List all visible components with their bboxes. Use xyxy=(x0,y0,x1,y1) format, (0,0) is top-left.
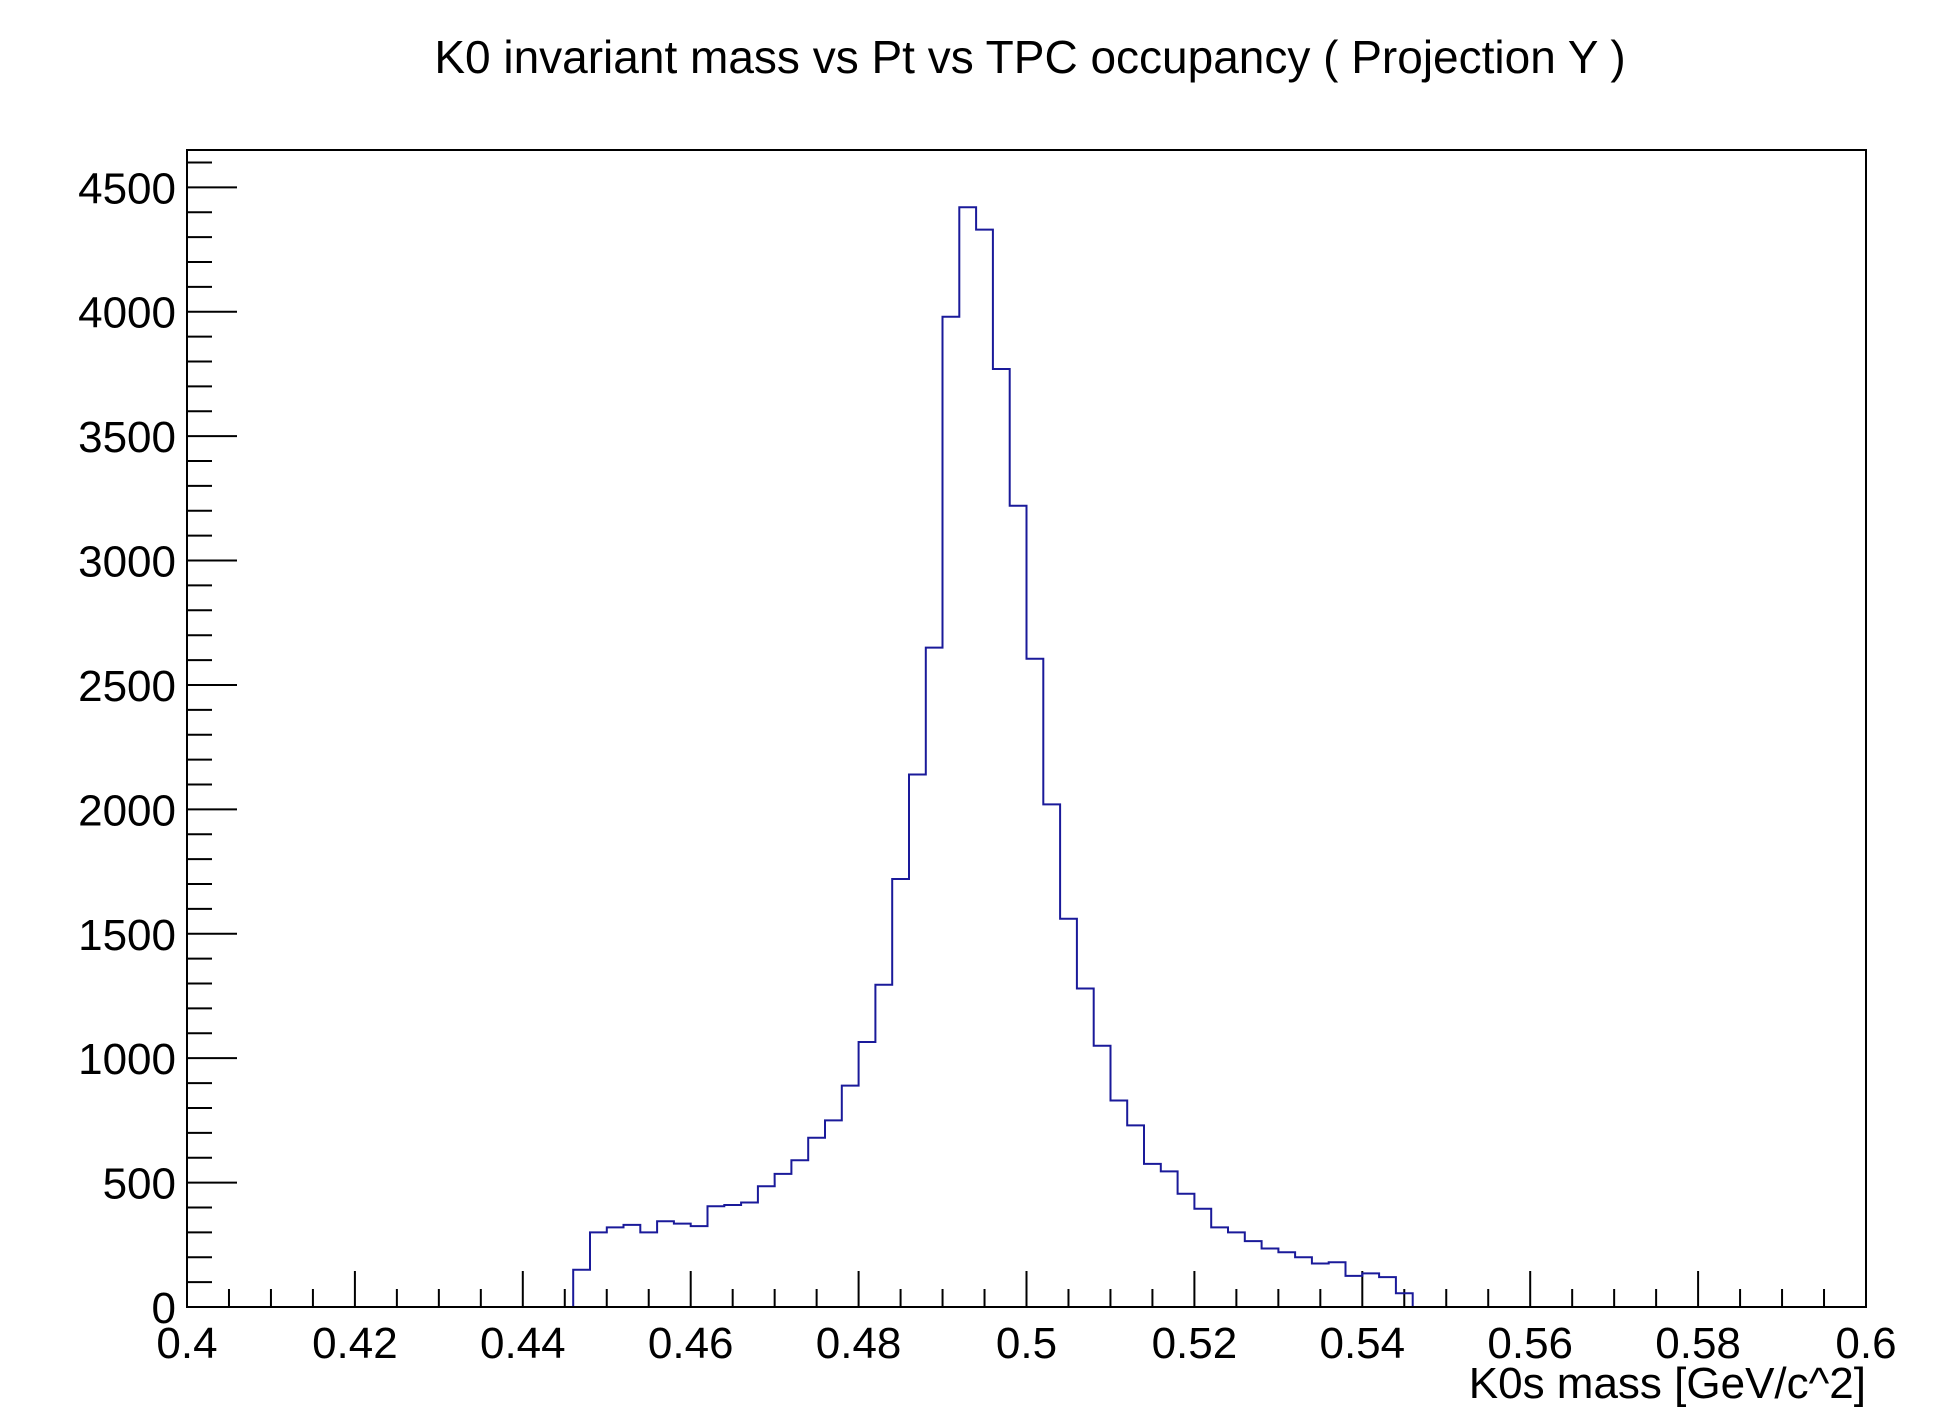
x-tick-label: 0.44 xyxy=(480,1319,566,1368)
x-tick-label: 0.46 xyxy=(648,1319,734,1368)
x-tick-label: 0.48 xyxy=(816,1319,902,1368)
plot-frame xyxy=(186,149,1867,1308)
x-tick-label: 0.54 xyxy=(1319,1319,1405,1368)
y-tick-label: 2500 xyxy=(78,662,176,711)
x-tick-label: 0.58 xyxy=(1655,1319,1741,1368)
x-tick-label: 0.6 xyxy=(1835,1319,1896,1368)
y-tick-label: 3000 xyxy=(78,538,176,587)
chart-title: K0 invariant mass vs Pt vs TPC occupancy… xyxy=(434,31,1625,83)
y-tick-label: 500 xyxy=(103,1160,176,1209)
y-tick-label: 1500 xyxy=(78,911,176,960)
x-axis-label: K0s mass [GeV/c^2] xyxy=(1469,1359,1866,1408)
y-tick-label: 3500 xyxy=(78,413,176,462)
y-tick-label: 1000 xyxy=(78,1035,176,1084)
x-tick-label: 0.42 xyxy=(312,1319,398,1368)
y-tick-label: 4500 xyxy=(78,164,176,213)
histogram-series-line xyxy=(572,206,1430,1308)
y-tick-label: 2000 xyxy=(78,786,176,835)
y-tick-label: 4000 xyxy=(78,289,176,338)
y-tick-label: 0 xyxy=(152,1284,176,1333)
x-tick-label: 0.52 xyxy=(1152,1319,1238,1368)
x-tick-label: 0.4 xyxy=(156,1319,217,1368)
x-tick-label: 0.56 xyxy=(1487,1319,1573,1368)
x-tick-label: 0.5 xyxy=(996,1319,1057,1368)
tick-labels: 0.4 0.42 0.44 0.46 0.48 0.5 0.52 0.54 0.56 0.58 0.… xyxy=(78,164,1896,1368)
axis-ticks xyxy=(186,161,1867,1308)
